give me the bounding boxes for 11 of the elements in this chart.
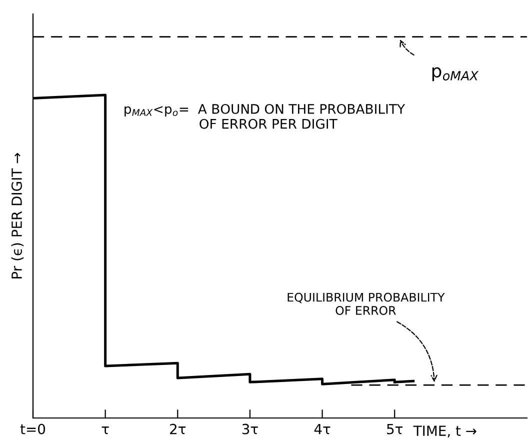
y-axis-title: Pr (ϵ) PER DIGIT → [11,152,24,278]
x-tick-label: t=0 [20,424,46,434]
x-tick-label: τ [102,426,109,434]
x-tick-label: 4τ [314,424,330,434]
x-tick-label: 5τ [387,424,403,434]
ref-line-label: p$_{oMAX}$ [432,67,479,82]
ref-line-label: EQUILIBRIUM PROBABILITY OF ERROR [288,292,445,315]
x-tick-label: 3τ [242,424,258,434]
annotation: p$_{MAX}$<p$_{o}$= A BOUND ON THE PROBABILITY OF ERROR PER DIGIT [124,104,406,129]
x-tick-label: 2τ [170,424,186,434]
x-axis-title: TIME, t → [413,426,476,438]
